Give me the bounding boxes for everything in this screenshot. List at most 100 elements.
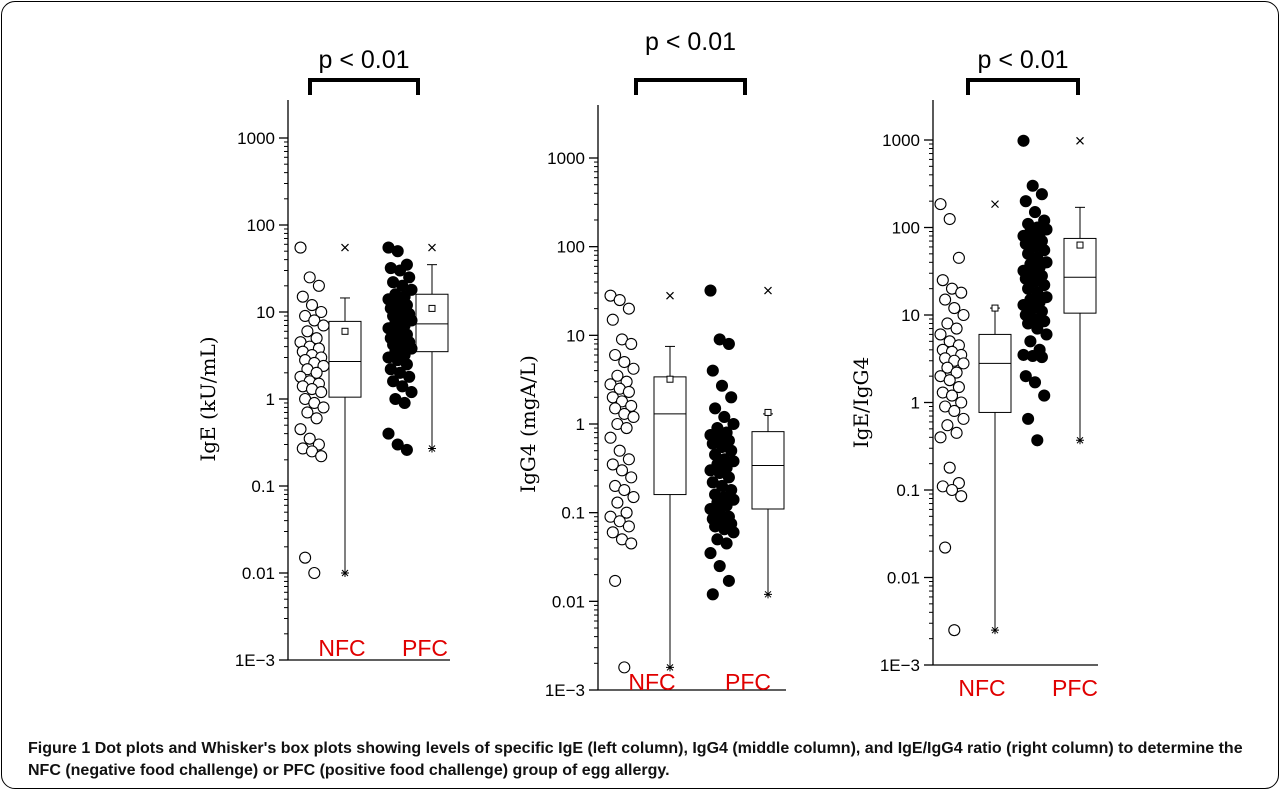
y-tick-label: 0.01: [242, 564, 275, 583]
data-point-nfc: [941, 361, 954, 374]
data-point-nfc: [305, 445, 319, 458]
chart-panel-right: 1E−3 0.01 0.1 1 10 100 1000 IgE/IgG4 p < 0.01 NFC…: [849, 46, 1098, 701]
category-label-nfc: NFC: [628, 669, 675, 695]
figure-caption: Figure 1 Dot plots and Whisker's box plo…: [28, 738, 1266, 782]
data-point-nfc: [943, 212, 956, 226]
data-point-nfc: [618, 483, 631, 497]
data-point-nfc: [303, 271, 316, 284]
data-point-nfc: [955, 490, 968, 503]
box-max-marker: [428, 243, 436, 252]
y-tick-label: 0.1: [561, 504, 585, 523]
data-point-nfc: [613, 444, 626, 457]
data-point-nfc: [627, 362, 640, 375]
box-mean-marker: [428, 304, 436, 312]
box-iqr: [751, 431, 785, 510]
data-point-pfc: [713, 559, 726, 573]
data-point-nfc: [308, 314, 321, 327]
box-max-marker: [991, 200, 999, 209]
data-point-pfc: [405, 386, 418, 399]
chart-panel-left: 1E−3 0.01 0.1 1 10 100 1000 IgE (kU/mL) p < 0.01…: [196, 46, 450, 670]
data-point-pfc: [400, 443, 413, 456]
data-point-pfc: [398, 396, 411, 410]
data-point-nfc: [622, 302, 635, 315]
data-point-nfc: [627, 410, 640, 424]
data-point-pfc: [393, 264, 407, 277]
box-mean-marker: [341, 327, 349, 335]
data-point-nfc: [315, 386, 328, 399]
data-point-pfc: [727, 417, 740, 431]
data-point-nfc: [613, 515, 626, 528]
box-max-marker: [1076, 136, 1084, 145]
data-point-pfc: [382, 427, 395, 440]
y-tick-label: 10: [256, 303, 275, 322]
data-point-pfc: [709, 402, 722, 415]
box-mean-marker: [666, 375, 674, 383]
y-tick-label: 10: [901, 306, 920, 325]
data-point-nfc: [294, 241, 307, 254]
box-min-marker: [666, 663, 674, 672]
data-point-nfc: [627, 491, 640, 504]
y-tick-label: 100: [892, 219, 920, 238]
data-point-nfc: [620, 506, 633, 519]
data-point-nfc: [955, 396, 968, 409]
data-point-nfc: [308, 566, 321, 580]
data-point-nfc: [934, 431, 947, 444]
data-point-nfc: [955, 286, 968, 299]
data-point-pfc: [1017, 134, 1030, 147]
data-point-pfc: [718, 410, 731, 424]
data-point-nfc: [934, 198, 947, 211]
data-point-nfc: [952, 251, 965, 264]
data-point-nfc: [943, 461, 956, 474]
data-point-nfc: [948, 302, 961, 315]
y-tick-label: 1: [266, 390, 275, 409]
data-point-nfc: [303, 432, 316, 445]
data-point-pfc: [722, 337, 735, 350]
y-tick-label: 1000: [882, 131, 920, 150]
data-point-pfc: [1026, 179, 1039, 192]
box-mean-marker: [764, 408, 772, 416]
y-axis-label: IgE (kU/mL): [196, 336, 220, 461]
data-point-nfc: [622, 385, 635, 398]
data-point-nfc: [606, 458, 619, 471]
data-point-nfc: [312, 279, 325, 292]
data-point-nfc: [296, 290, 309, 303]
category-label-pfc: PFC: [725, 669, 771, 695]
data-point-pfc: [704, 547, 717, 560]
p-value-label: p < 0.01: [645, 28, 736, 56]
data-point-pfc: [1038, 244, 1051, 257]
data-point-nfc: [618, 355, 631, 369]
chart-panel-middle: 1E−3 0.01 0.1 1 10 100 1000 IgG4 (mgA/L) p < 0.0…: [516, 28, 786, 700]
box-iqr: [328, 320, 362, 398]
data-point-pfc: [715, 379, 729, 392]
data-point-pfc: [1038, 389, 1051, 402]
y-tick-label: 1000: [547, 149, 585, 168]
category-label-pfc: PFC: [402, 635, 448, 661]
data-point-pfc: [725, 391, 738, 404]
caption-label: Figure 1: [28, 740, 91, 757]
data-point-pfc: [727, 526, 740, 539]
significance-bracket: [634, 78, 747, 95]
box-mean-marker: [1076, 241, 1084, 249]
data-point-nfc: [310, 412, 323, 425]
data-point-nfc: [945, 389, 959, 402]
figure-svg: 1E−3 0.01 0.1 1 10 100 1000 IgE (kU/mL) p < 0.01…: [196, 28, 1098, 701]
y-tick-label: 1E−3: [545, 681, 585, 700]
y-tick-label: 10: [566, 326, 585, 345]
data-point-nfc: [952, 381, 965, 394]
y-tick-label: 0.1: [896, 481, 920, 500]
data-point-nfc: [939, 293, 952, 306]
data-point-pfc: [704, 284, 717, 297]
data-point-pfc: [403, 370, 416, 383]
data-point-nfc: [615, 464, 629, 477]
p-value-label: p < 0.01: [977, 46, 1068, 74]
data-point-nfc: [299, 551, 312, 564]
y-tick-label: 1: [911, 394, 920, 413]
data-point-pfc: [722, 574, 735, 587]
data-point-nfc: [315, 450, 328, 463]
significance-bracket: [308, 78, 420, 95]
data-point-nfc: [606, 313, 619, 326]
box-mean-marker: [991, 304, 999, 312]
category-label-nfc: NFC: [958, 675, 1005, 701]
data-point-pfc: [1035, 351, 1048, 364]
box-max-marker: [764, 286, 772, 295]
